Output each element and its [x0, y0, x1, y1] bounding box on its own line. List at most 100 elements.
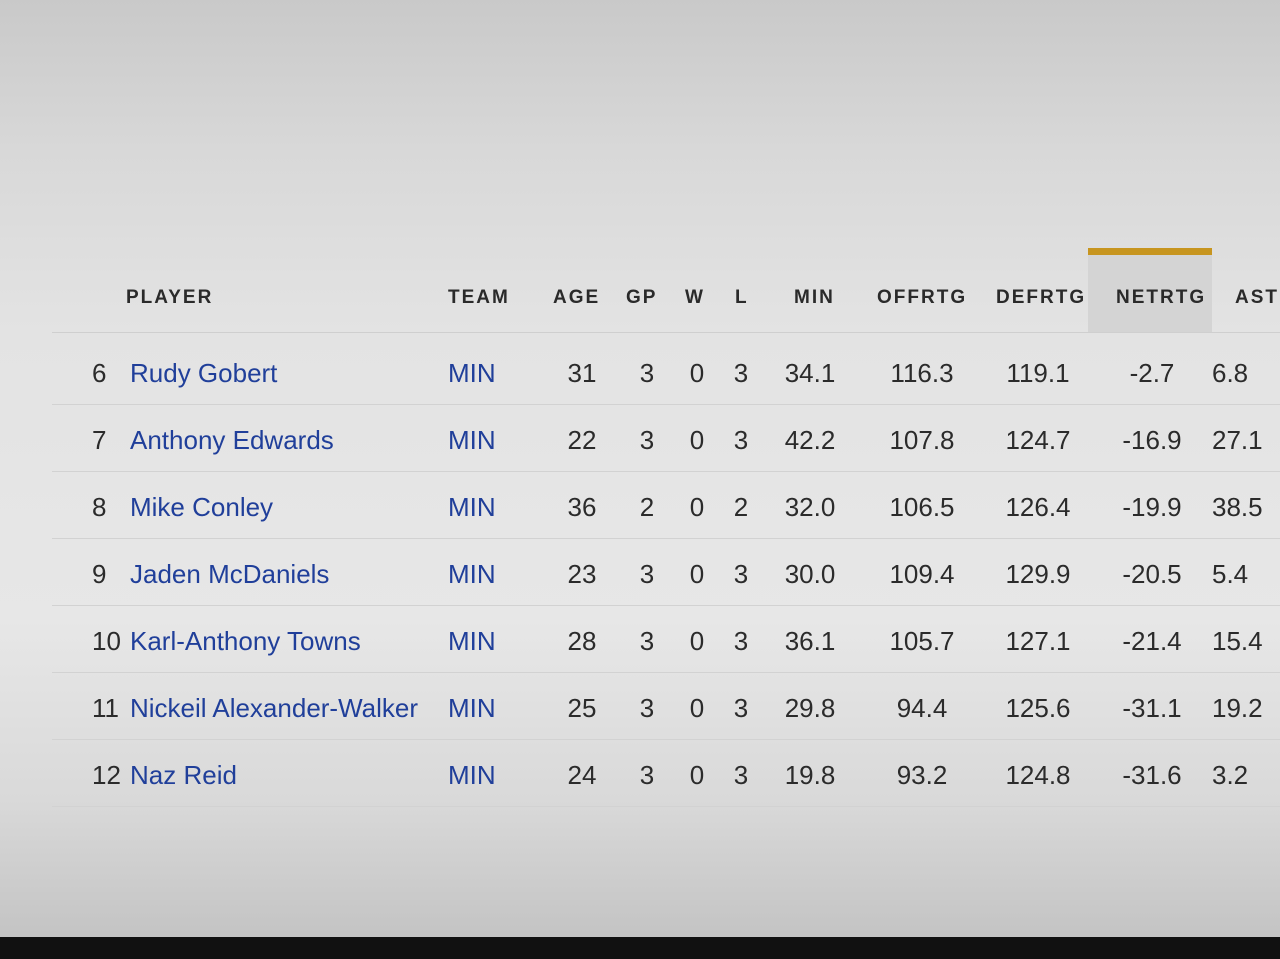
player-link[interactable]: Rudy Gobert: [130, 358, 278, 388]
minutes-cell: 19.8: [784, 760, 836, 790]
age-cell: 31: [567, 358, 597, 388]
rank-cell: 8: [92, 492, 107, 522]
gp-cell: 3: [639, 693, 655, 723]
minutes-cell: 32.0: [784, 492, 836, 522]
rank-cell: 7: [92, 425, 107, 455]
player-link[interactable]: Jaden McDaniels: [130, 559, 330, 589]
defrtg-cell: 124.8: [1005, 760, 1071, 790]
defrtg-cell: 129.9: [1005, 559, 1071, 589]
column-header-player[interactable]: PLAYER: [126, 287, 214, 308]
defrtg-cell: 119.1: [1006, 358, 1070, 388]
wins-cell: 0: [689, 693, 705, 723]
wins-cell: 0: [689, 425, 705, 455]
table-row: 12 Naz Reid MIN 24 3 0 3 19.8 93.2 124.8…: [52, 740, 1280, 807]
netrtg-cell: -20.5: [1122, 559, 1182, 589]
team-link[interactable]: MIN: [448, 626, 496, 656]
minutes-cell: 42.2: [784, 425, 836, 455]
netrtg-cell: -2.7: [1129, 358, 1175, 388]
offrtg-cell: 116.3: [890, 358, 954, 388]
team-link[interactable]: MIN: [448, 559, 496, 589]
ast-cell: 38.5: [1212, 492, 1263, 522]
rank-cell: 12: [92, 760, 121, 790]
column-header-team[interactable]: TEAM: [448, 287, 510, 308]
netrtg-cell: -21.4: [1122, 626, 1182, 656]
gp-cell: 3: [639, 760, 655, 790]
offrtg-cell: 93.2: [896, 760, 948, 790]
minutes-cell: 30.0: [784, 559, 836, 589]
defrtg-cell: 125.6: [1005, 693, 1071, 723]
column-header-netrtg[interactable]: NETRTG: [1116, 287, 1207, 308]
rank-cell: 9: [92, 559, 107, 589]
player-link[interactable]: Anthony Edwards: [130, 425, 334, 455]
column-header-offrtg[interactable]: OFFRTG: [877, 287, 968, 308]
offrtg-cell: 106.5: [889, 492, 955, 522]
gp-cell: 3: [639, 425, 655, 455]
losses-cell: 3: [733, 559, 749, 589]
player-link[interactable]: Naz Reid: [130, 760, 237, 790]
table-row: 7 Anthony Edwards MIN 22 3 0 3 42.2 107.…: [52, 405, 1280, 472]
gp-cell: 2: [639, 492, 655, 522]
player-link[interactable]: Nickeil Alexander-Walker: [130, 693, 419, 723]
age-cell: 24: [567, 760, 597, 790]
netrtg-cell: -19.9: [1122, 492, 1182, 522]
losses-cell: 3: [733, 693, 749, 723]
player-link[interactable]: Karl-Anthony Towns: [130, 626, 361, 656]
losses-cell: 2: [733, 492, 749, 522]
player-stats-table: PLAYER TEAM AGE GP W L MIN OFFRTG DEFRTG…: [52, 248, 1280, 808]
column-header-ast[interactable]: AST: [1235, 287, 1279, 308]
team-link[interactable]: MIN: [448, 693, 496, 723]
wins-cell: 0: [689, 358, 705, 388]
table-row: 9 Jaden McDaniels MIN 23 3 0 3 30.0 109.…: [52, 539, 1280, 606]
losses-cell: 3: [733, 358, 749, 388]
wins-cell: 0: [689, 626, 705, 656]
monitor-bezel: [0, 937, 1280, 959]
table-row: 10 Karl-Anthony Towns MIN 28 3 0 3 36.1 …: [52, 606, 1280, 673]
ast-cell: 5.4: [1212, 559, 1249, 589]
table-body: 6 Rudy Gobert MIN 31 3 0 3 34.1 116.3 11…: [52, 338, 1280, 807]
netrtg-cell: -31.6: [1122, 760, 1182, 790]
rank-cell: 11: [92, 693, 119, 723]
minutes-cell: 36.1: [784, 626, 836, 656]
rank-cell: 10: [92, 626, 121, 656]
team-link[interactable]: MIN: [448, 358, 496, 388]
defrtg-cell: 126.4: [1005, 492, 1071, 522]
table-row: 6 Rudy Gobert MIN 31 3 0 3 34.1 116.3 11…: [52, 338, 1280, 405]
team-link[interactable]: MIN: [448, 425, 496, 455]
wins-cell: 0: [689, 760, 705, 790]
table-row: 8 Mike Conley MIN 36 2 0 2 32.0 106.5 12…: [52, 472, 1280, 539]
column-header-age[interactable]: AGE: [553, 287, 601, 308]
ast-cell: 15.4: [1212, 626, 1263, 656]
ast-cell: 27.1: [1212, 425, 1263, 455]
netrtg-cell: -31.1: [1122, 693, 1182, 723]
ast-cell: 19.2: [1212, 693, 1263, 723]
table-header-row: PLAYER TEAM AGE GP W L MIN OFFRTG DEFRTG…: [52, 248, 1280, 333]
age-cell: 28: [567, 626, 597, 656]
rank-cell: 6: [92, 358, 107, 388]
ast-cell: 6.8: [1212, 358, 1249, 388]
wins-cell: 0: [689, 492, 705, 522]
gp-cell: 3: [639, 559, 655, 589]
defrtg-cell: 127.1: [1005, 626, 1071, 656]
column-header-defrtg[interactable]: DEFRTG: [996, 287, 1087, 308]
defrtg-cell: 124.7: [1005, 425, 1071, 455]
age-cell: 36: [567, 492, 597, 522]
player-link[interactable]: Mike Conley: [130, 492, 274, 522]
losses-cell: 3: [733, 626, 749, 656]
column-header-gp[interactable]: GP: [626, 287, 658, 308]
netrtg-cell: -16.9: [1122, 425, 1182, 455]
offrtg-cell: 94.4: [896, 693, 948, 723]
minutes-cell: 34.1: [784, 358, 836, 388]
offrtg-cell: 105.7: [889, 626, 955, 656]
column-header-w[interactable]: W: [685, 287, 705, 308]
column-header-min[interactable]: MIN: [794, 287, 835, 308]
team-link[interactable]: MIN: [448, 760, 496, 790]
team-link[interactable]: MIN: [448, 492, 496, 522]
age-cell: 23: [567, 559, 597, 589]
age-cell: 22: [567, 425, 597, 455]
offrtg-cell: 109.4: [889, 559, 955, 589]
sorted-column-highlight: [1088, 248, 1212, 332]
losses-cell: 3: [733, 760, 749, 790]
column-header-l[interactable]: L: [735, 287, 749, 308]
table-row: 11 Nickeil Alexander-Walker MIN 25 3 0 3…: [52, 673, 1280, 740]
ast-cell: 3.2: [1212, 760, 1249, 790]
